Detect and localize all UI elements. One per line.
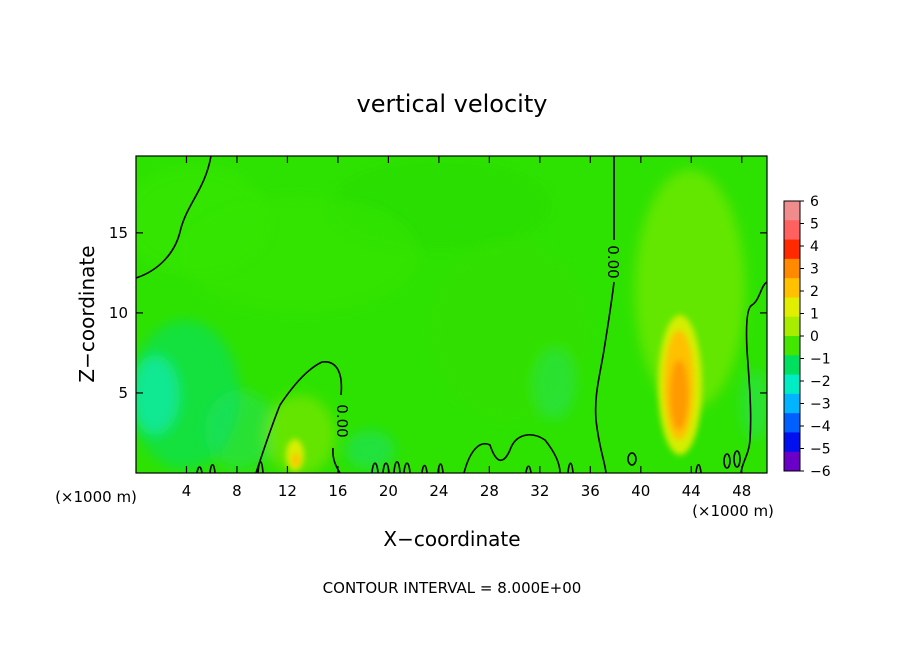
x-tick-label: 36 [581,482,600,500]
x-tick-label: 12 [278,482,297,500]
colorbar-swatch [784,297,800,318]
contour-field: 0.00 0.00 [136,156,767,473]
colorbar-label: 1 [810,307,819,323]
colorbar-swatch [784,451,800,472]
x-tick-label: 8 [232,482,242,500]
x-unit-label-left: (×1000 m) [55,488,137,506]
contour-labels: 0.00 0.00 [333,245,622,437]
colorbar-swatch [784,432,800,453]
x-unit-label-right: (×1000 m) [692,502,774,520]
x-tick-label: 28 [480,482,499,500]
x-tick-label: 24 [429,482,448,500]
colorbar-label: −2 [810,374,831,390]
colorbar: 6 5 4 3 2 1 0 −1 −2 −3 −4 −5 −6 [783,194,831,480]
colorbar-label: −3 [810,397,831,413]
colorbar-swatch [784,220,800,241]
colorbar-swatch [784,393,800,414]
y-tick-label: 5 [118,384,128,402]
x-tick-label: 32 [530,482,549,500]
colorbar-label: 4 [810,239,819,255]
contour-label: 0.00 [604,245,622,278]
colorbar-label: −6 [810,464,831,480]
colorbar-label: 6 [810,194,819,210]
colorbar-swatch [784,355,800,376]
colorbar-swatch [784,239,800,260]
y-axis: 5 10 15 [109,224,767,402]
contour-label: 0.00 [333,404,351,437]
x-tick-label: 4 [182,482,192,500]
x-tick-label: 40 [631,482,650,500]
colorbar-label: −4 [810,419,831,435]
contour-interval-note: CONTOUR INTERVAL = 8.000E+00 [323,579,582,597]
colorbar-swatch [784,316,800,337]
colorbar-label: −5 [810,442,831,458]
colorbar-swatch [784,201,800,221]
colorbar-swatch [784,374,800,395]
x-tick-label: 16 [328,482,347,500]
colorbar-swatch [784,413,800,433]
colorbar-label: 2 [810,284,819,300]
plot-frame [135,155,768,474]
y-tick-label: 10 [109,304,128,322]
x-axis: 4 8 12 16 20 24 28 32 36 40 44 48 [182,156,751,500]
x-axis-label: X−coordinate [383,527,520,551]
x-tick-label: 48 [732,482,751,500]
colorbar-label: 0 [810,329,819,345]
colorbar-label: 3 [810,262,819,278]
x-tick-label: 44 [682,482,701,500]
colorbar-label: 5 [810,217,819,233]
colorbar-label: −1 [810,352,831,368]
x-tick-label: 20 [379,482,398,500]
y-axis-label: Z−coordinate [75,245,99,382]
chart-title: vertical velocity [357,90,548,118]
colorbar-swatch [784,336,800,356]
colorbar-swatch [784,278,800,298]
y-tick-label: 15 [109,224,128,242]
colorbar-swatch [784,258,800,279]
